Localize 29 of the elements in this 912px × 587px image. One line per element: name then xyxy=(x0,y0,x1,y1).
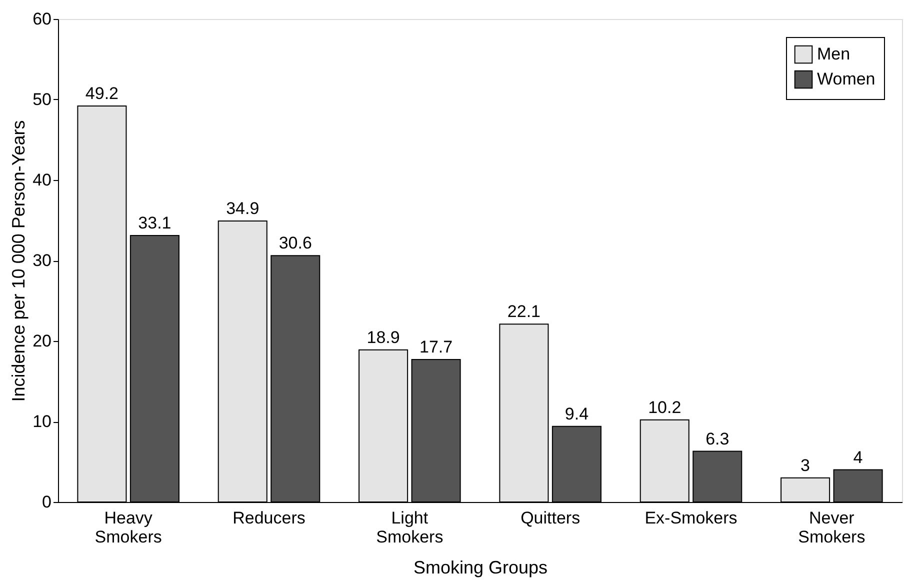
data-label: 49.2 xyxy=(85,84,119,103)
y-tick-label: 20 xyxy=(32,332,52,350)
x-tick-label: Reducers xyxy=(232,508,306,528)
y-tick-label: 50 xyxy=(32,90,52,109)
data-label: 17.7 xyxy=(419,338,453,357)
data-label: 10.2 xyxy=(648,398,682,417)
data-label: 3 xyxy=(800,456,810,475)
legend-label: Men xyxy=(817,44,850,64)
data-label: 6.3 xyxy=(706,429,730,448)
data-label: 33.1 xyxy=(138,214,172,233)
data-label: 9.4 xyxy=(564,404,589,424)
x-tick-label: Quitters xyxy=(520,508,580,528)
legend-label: Women xyxy=(817,70,876,88)
y-axis-title: Incidence per 10 000 Person-Years xyxy=(8,120,29,402)
data-label: 22.1 xyxy=(507,302,541,322)
y-tick-label: 10 xyxy=(32,412,52,431)
y-tick-label: 0 xyxy=(42,492,52,512)
x-tick-label: Heavy Smokers xyxy=(94,508,162,546)
y-tick-label: 30 xyxy=(32,251,52,270)
data-label: 30.6 xyxy=(278,234,312,253)
y-tick-label: 40 xyxy=(32,170,52,190)
x-tick-label: Ex-Smokers xyxy=(644,508,738,528)
data-label: 4 xyxy=(853,448,863,467)
data-label: 34.9 xyxy=(226,199,260,218)
x-tick-label: Never Smokers xyxy=(798,508,866,546)
x-tick-label: Light Smokers xyxy=(376,508,444,546)
y-tick-label: 60 xyxy=(32,10,52,28)
data-label: 18.9 xyxy=(366,328,400,347)
x-axis-title: Smoking Groups xyxy=(413,558,548,578)
